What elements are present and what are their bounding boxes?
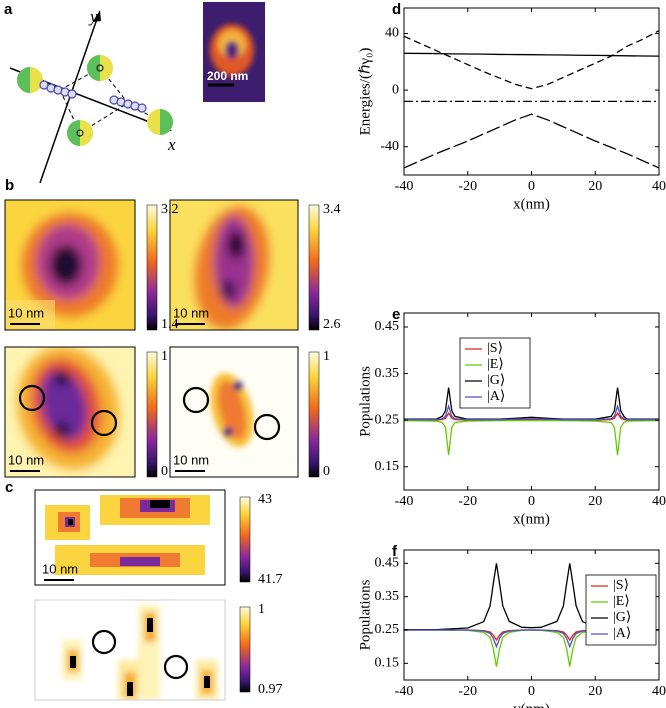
colorbar-label: 0 bbox=[161, 464, 168, 479]
panel-label: e bbox=[392, 306, 400, 323]
colorbar-label: 1 bbox=[161, 349, 168, 364]
microscope-image bbox=[203, 2, 265, 102]
position-marker bbox=[91, 629, 189, 680]
scale-bar-label: 10 nm bbox=[42, 561, 78, 576]
y-tick-label: 0.15 bbox=[375, 459, 400, 474]
scale-bar bbox=[10, 323, 205, 472]
y-tick-label: 0.35 bbox=[375, 589, 400, 604]
x-axis-label: x(nm) bbox=[513, 511, 550, 527]
heatmap bbox=[5, 347, 135, 477]
series-line bbox=[403, 30, 660, 90]
y-axis-label: Energies/(ℏγ₀) bbox=[357, 48, 373, 136]
scale-bar-label: 10 nm bbox=[8, 452, 44, 467]
y-tick-label: 0.25 bbox=[375, 412, 400, 427]
legend-label: |S⟩ bbox=[613, 578, 629, 593]
x-tick-label: 20 bbox=[588, 684, 602, 699]
x-tick-label: 0 bbox=[528, 494, 535, 509]
series-line bbox=[403, 419, 660, 456]
scale-bar-label: 10 nm bbox=[173, 305, 209, 320]
y-tick-label: -40 bbox=[380, 139, 399, 154]
y-tick-label: 0.25 bbox=[375, 622, 400, 637]
legend-label: |E⟩ bbox=[487, 357, 504, 372]
x-tick-label: -40 bbox=[395, 494, 414, 509]
plot-frame bbox=[403, 7, 660, 176]
panel-label: f bbox=[392, 543, 398, 560]
legend-label: |S⟩ bbox=[487, 341, 503, 356]
colorbar-label: 0 bbox=[323, 464, 330, 479]
legend-frame bbox=[585, 574, 657, 646]
x-tick-label: -20 bbox=[458, 684, 477, 699]
x-tick-label: 0 bbox=[528, 684, 535, 699]
x-tick-label: -20 bbox=[458, 179, 477, 194]
scale-bar-label: 200 nm bbox=[207, 69, 248, 83]
x-tick-label: -20 bbox=[458, 494, 477, 509]
position-marker bbox=[18, 384, 281, 441]
x-tick-label: -40 bbox=[395, 179, 414, 194]
y-tick-label: 0 bbox=[392, 82, 399, 97]
schematic bbox=[9, 10, 173, 184]
series-line bbox=[403, 52, 660, 57]
y-tick-label: 0.15 bbox=[375, 656, 400, 671]
axis-label: x bbox=[167, 135, 176, 154]
colorbar bbox=[146, 204, 320, 478]
series-line bbox=[404, 563, 659, 631]
panel-label: a bbox=[4, 1, 13, 18]
heatmap bbox=[35, 490, 225, 585]
y-tick-label: 40 bbox=[385, 26, 399, 41]
x-tick-label: 0 bbox=[528, 179, 535, 194]
axis-label: y bbox=[88, 7, 98, 26]
scale-bar-label: 10 nm bbox=[173, 452, 209, 467]
x-tick-label: 20 bbox=[588, 179, 602, 194]
y-axis-label: Populations bbox=[357, 579, 373, 650]
plot-frame bbox=[403, 312, 660, 491]
x-tick-label: 20 bbox=[588, 494, 602, 509]
colorbar-label: 41.7 bbox=[258, 572, 283, 587]
panel-label: b bbox=[5, 177, 14, 194]
colorbar-label: 1.4 bbox=[161, 317, 179, 332]
x-axis-label: y(nm) bbox=[513, 701, 550, 708]
series-line bbox=[403, 113, 660, 169]
colorbar-label: 3.4 bbox=[323, 202, 341, 217]
y-tick-label: 0.45 bbox=[375, 556, 400, 571]
legend-label: |A⟩ bbox=[487, 389, 505, 404]
colorbar bbox=[239, 496, 251, 693]
colorbar-label: 0.97 bbox=[258, 682, 283, 697]
y-tick-label: 0.35 bbox=[375, 366, 400, 381]
x-tick-label: 40 bbox=[652, 494, 666, 509]
x-tick-label: 40 bbox=[652, 179, 666, 194]
legend-label: |G⟩ bbox=[487, 373, 505, 388]
legend-label: |E⟩ bbox=[613, 594, 630, 609]
x-tick-label: 40 bbox=[652, 684, 666, 699]
legend-frame bbox=[459, 337, 531, 409]
y-axis-label: Populations bbox=[357, 366, 373, 437]
panel-label: d bbox=[392, 1, 401, 18]
legend-label: |G⟩ bbox=[613, 610, 631, 625]
series-line bbox=[404, 387, 659, 420]
colorbar-label: 1 bbox=[258, 602, 265, 617]
y-tick-label: 0.45 bbox=[375, 319, 400, 334]
x-tick-label: -40 bbox=[395, 684, 414, 699]
colorbar-label: 1 bbox=[323, 349, 330, 364]
x-axis-label: x(nm) bbox=[513, 196, 550, 212]
panel-label: c bbox=[5, 479, 13, 496]
colorbar-label: 43 bbox=[258, 492, 272, 507]
series-line bbox=[404, 411, 659, 421]
series-line bbox=[404, 403, 659, 421]
heatmap bbox=[5, 200, 135, 330]
scale-bar-label: 10 nm bbox=[8, 305, 44, 320]
colorbar-label: 2.6 bbox=[323, 317, 341, 332]
heatmap bbox=[170, 200, 298, 330]
legend-label: |A⟩ bbox=[613, 626, 631, 641]
series-line bbox=[404, 629, 659, 649]
colorbar-label: 3.2 bbox=[161, 202, 179, 217]
heatmap bbox=[35, 600, 225, 700]
